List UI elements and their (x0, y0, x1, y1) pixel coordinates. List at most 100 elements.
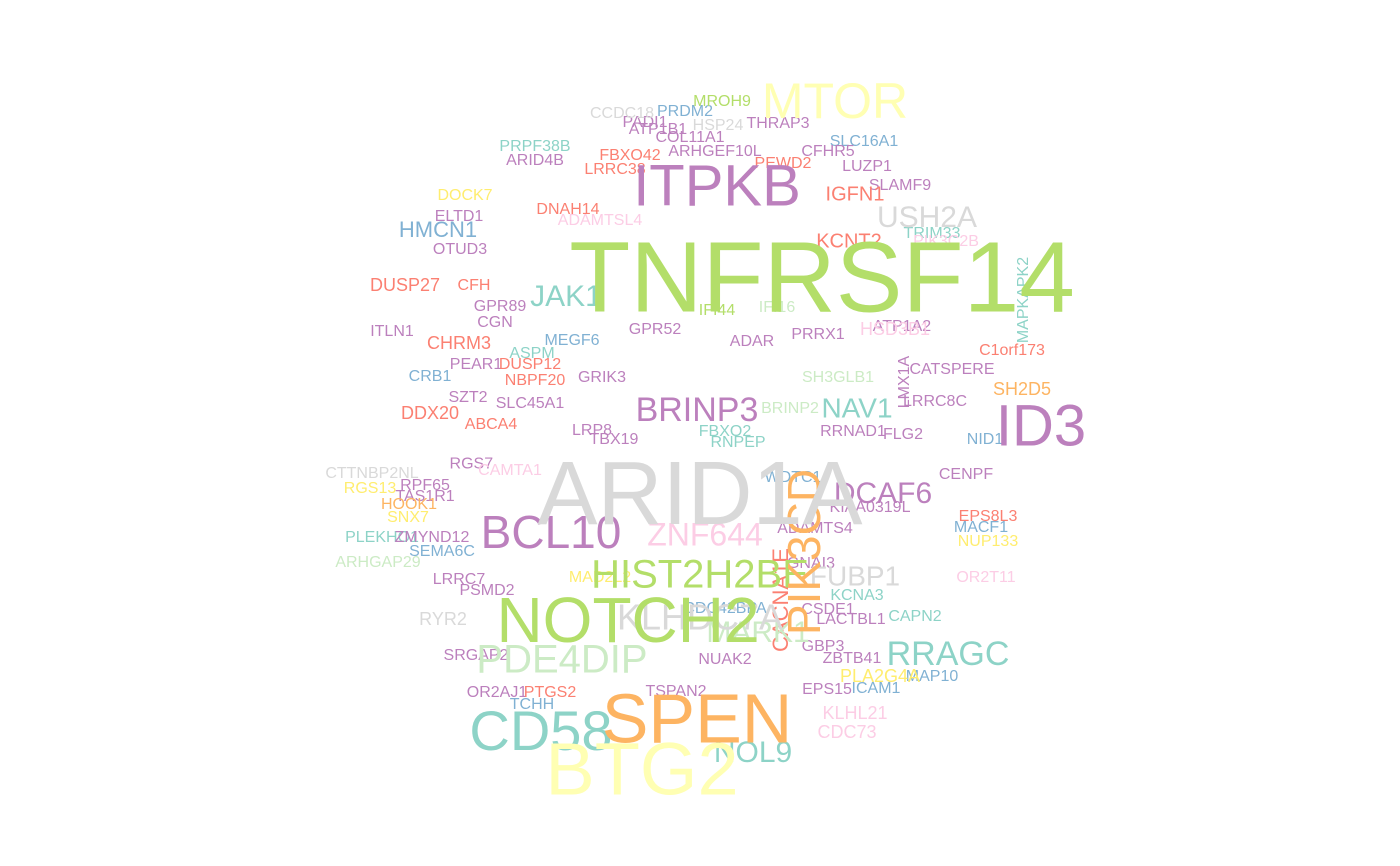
word-prdm2: PRDM2 (657, 103, 713, 120)
word-snx7: SNX7 (387, 509, 429, 526)
word-klhl21: KLHL21 (822, 703, 887, 723)
word-igfn1: IGFN1 (826, 183, 885, 205)
word-spen: SPEN (602, 679, 793, 757)
word-tspan2: TSPAN2 (645, 683, 706, 700)
word-lrrc8c: LRRC8C (903, 393, 967, 410)
word-nbpf20: NBPF20 (505, 372, 566, 389)
word-brinp3: BRINP3 (636, 391, 759, 429)
word-padi1: PADI1 (622, 114, 667, 131)
word-col11a1: COL11A1 (655, 129, 724, 146)
word-btg2: BTG2 (545, 728, 738, 811)
word-dcaf6: DCAF6 (834, 477, 932, 510)
word-cfhr5: CFHR5 (801, 143, 854, 160)
word-nuak2: NUAK2 (698, 651, 751, 668)
word-adamtsl4: ADAMTSL4 (558, 212, 643, 229)
word-mad2l2: MAD2L2 (569, 569, 631, 586)
word-notch2: NOTCH2 (496, 584, 759, 656)
word-lmx1a: LMX1A (896, 355, 913, 408)
word-abca4: ABCA4 (465, 416, 518, 433)
word-rpf65: RPF65 (400, 477, 450, 494)
word-atp1a2: ATP1A2 (873, 318, 932, 335)
word-camta1: CAMTA1 (478, 462, 542, 479)
word-lrrc38: LRRC38 (584, 161, 645, 178)
word-cttnbp2nl: CTTNBP2NL (325, 465, 418, 482)
word-lrrc7: LRRC7 (433, 571, 486, 588)
word-flg2: FLG2 (883, 426, 923, 443)
word-ryr2: RYR2 (419, 609, 467, 629)
word-zbtb41: ZBTB41 (823, 650, 882, 667)
word-nup133: NUP133 (958, 533, 1019, 550)
word-cdc42bpa: CDC42BPA (683, 600, 767, 617)
word-nav1: NAV1 (821, 392, 892, 423)
word-arhgef10l: ARHGEF10L (668, 143, 761, 160)
word-prpf38b: PRPF38B (499, 138, 570, 155)
word-rgs13: RGS13 (344, 480, 397, 497)
word-atp1b1: ATP1B1 (629, 121, 688, 138)
word-mapkapk2: MAPKAPK2 (1015, 257, 1032, 343)
word-tbx19: TBX19 (590, 431, 639, 448)
word-szt2: SZT2 (448, 389, 487, 406)
word-cenpf: CENPF (939, 466, 993, 483)
word-hmcn1: HMCN1 (399, 217, 477, 242)
word-rrnad1: RRNAD1 (820, 423, 886, 440)
word-trim33: TRIM33 (904, 225, 961, 242)
word-nol9: NOL9 (714, 736, 792, 769)
word-hook1: HOOK1 (381, 496, 437, 513)
word-catspere: CATSPERE (909, 361, 994, 378)
word-rgs7: RGS7 (450, 456, 494, 473)
word-eps15: EPS15 (802, 681, 852, 698)
word-otud3: OTUD3 (433, 241, 487, 258)
word-luzp1: LUZP1 (842, 158, 892, 175)
word-id3: ID3 (996, 393, 1086, 458)
word-dnah14: DNAH14 (536, 201, 599, 218)
word-thrap3: THRAP3 (746, 115, 809, 132)
word-dusp12: DUSP12 (499, 356, 561, 373)
word-mroh9: MROH9 (693, 93, 751, 110)
word-gpr89: GPR89 (474, 298, 527, 315)
word-grik3: GRIK3 (578, 369, 626, 386)
word-bcl10: BCL10 (481, 506, 622, 558)
word-crb1: CRB1 (409, 368, 452, 385)
word-klhdc7a: KLHDC7A (617, 597, 783, 638)
word-zmynd12: ZMYND12 (395, 529, 470, 546)
word-eltd1: ELTD1 (435, 208, 484, 225)
word-cd58: CD58 (469, 699, 612, 762)
word-kcna3: KCNA3 (830, 587, 883, 604)
word-cdc73: CDC73 (817, 722, 876, 742)
word-itpkb: ITPKB (633, 153, 801, 218)
word-hist2h2be: HIST2H2BE (591, 553, 809, 597)
word-adar: ADAR (730, 333, 774, 350)
word-gnai3: GNAI3 (787, 555, 835, 572)
word-pde4dip: PDE4DIP (476, 638, 647, 682)
word-kiaa0319l: KIAA0319L (830, 499, 911, 516)
word-mark1: MARK1 (706, 616, 809, 649)
word-dock7: DOCK7 (437, 187, 492, 204)
word-prrx1: PRRX1 (791, 326, 844, 343)
word-aspm: ASPM (509, 345, 554, 362)
word-lrp8: LRP8 (572, 422, 612, 439)
word-pear1: PEAR1 (450, 356, 503, 373)
word-map10: MAP10 (906, 668, 959, 685)
word-eps8l3: EPS8L3 (959, 508, 1018, 525)
word-arhgap29: ARHGAP29 (335, 554, 420, 571)
word-icam1: ICAM1 (852, 680, 901, 697)
word-ifi16: IFI16 (759, 299, 796, 316)
word-slc16a1: SLC16A1 (830, 133, 899, 150)
word-chrm3: CHRM3 (427, 333, 491, 353)
word-sh3glb1: SH3GLB1 (802, 369, 874, 386)
word-ifi44: IFI44 (699, 302, 736, 319)
word-ddx20: DDX20 (401, 403, 459, 423)
word-pewd2: PEWD2 (755, 155, 812, 172)
word-tnfrsf14: TNFRSF14 (569, 221, 1075, 333)
word-znf644: ZNF644 (647, 516, 763, 552)
word-fubp1: FUBP1 (810, 560, 900, 591)
word-capn2: CAPN2 (888, 608, 941, 625)
word-dusp27: DUSP27 (370, 275, 440, 295)
word-cacna1e: CACNA1E (768, 548, 793, 652)
word-macf1: MACF1 (954, 519, 1008, 536)
word-c1orf173: C1orf173 (979, 342, 1045, 359)
word-ptgs2: PTGS2 (524, 684, 577, 701)
word-lactbl1: LACTBL1 (816, 611, 885, 628)
word-gpr52: GPR52 (629, 321, 682, 338)
